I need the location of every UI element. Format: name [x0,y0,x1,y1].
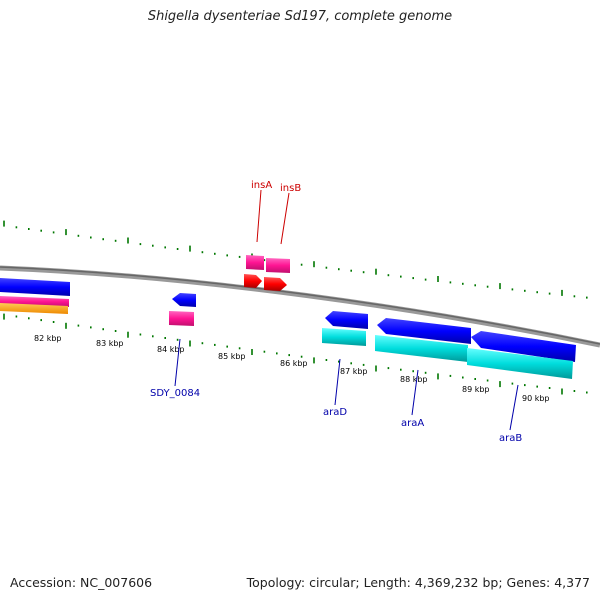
leader-arab [509,384,519,431]
cds-arrow-arab [471,331,576,362]
gene-ara-features[interactable] [322,311,576,379]
gene-label-araa[interactable]: araA [401,418,424,429]
gene-labels: insA insB SDY_0084 araD araA araB [150,180,522,444]
leader-arad [334,358,341,406]
genome-backbone-highlight [0,266,600,345]
cds-feature-left [0,278,70,296]
scale-label-87: 87 kbp [340,367,368,376]
leader-araa [411,369,419,416]
left-edge-features[interactable] [0,278,70,314]
label-leaders [174,189,519,431]
cds-arrow-insa [244,274,262,288]
scale-label-86: 86 kbp [280,359,308,368]
scale-label-90: 90 kbp [522,394,550,403]
rna-feature-insa [246,255,264,270]
leader-insb [280,192,290,245]
lower-scale-ticks [3,313,588,395]
scale-label-82: 82 kbp [34,334,62,343]
gene-sdy-0084-features[interactable] [169,293,196,326]
gene-label-arad[interactable]: araD [323,407,347,418]
rna-feature-arab [467,348,573,379]
rna-feature-insb [266,258,290,273]
scale-labels: 82 kbp 83 kbp 84 kbp 85 kbp 86 kbp 87 kb… [34,334,550,403]
gene-label-insa[interactable]: insA [251,180,272,191]
leader-sdy-0084 [174,338,181,387]
cds-arrow-araa [377,318,471,344]
gene-ins-features[interactable] [244,255,290,291]
scale-label-88: 88 kbp [400,375,428,384]
genome-title: Shigella dysenteriae Sd197, complete gen… [147,9,453,24]
scale-label-84: 84 kbp [157,345,185,354]
accession-text: Accession: NC_007606 [10,575,153,590]
genome-summary-text: Topology: circular; Length: 4,369,232 bp… [246,575,590,590]
leader-insa [256,189,262,243]
rna-feature-sdy-0084 [169,311,194,326]
genome-backbone [0,265,600,348]
scale-label-83: 83 kbp [96,339,124,348]
cds-arrow-insb [264,277,287,291]
upper-scale-ticks [3,220,588,299]
gene-label-arab[interactable]: araB [499,433,522,444]
cds-arrow-arad [325,311,368,329]
scale-label-89: 89 kbp [462,385,490,394]
cds-arrow-sdy-0084 [172,293,196,307]
orange-feature-left [0,303,68,314]
gene-label-sdy-0084[interactable]: SDY_0084 [150,388,200,399]
gene-label-insb[interactable]: insB [280,183,301,194]
rna-feature-arad [322,328,366,346]
rna-feature-araa [375,335,468,362]
scale-label-85: 85 kbp [218,352,246,361]
